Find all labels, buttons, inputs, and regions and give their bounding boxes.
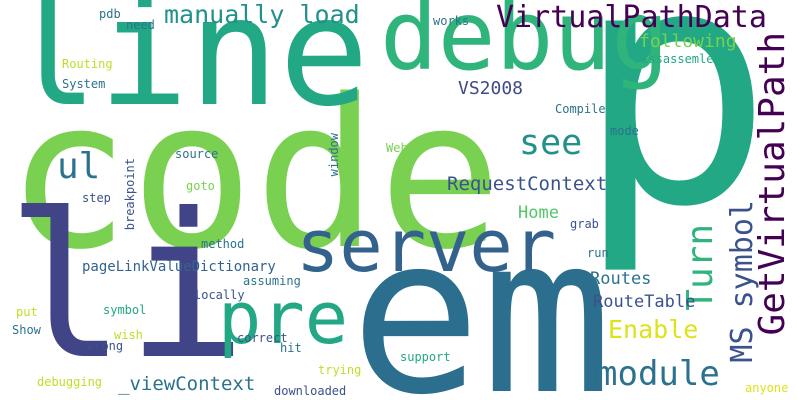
word-_viewContext: _viewContext — [118, 373, 256, 395]
word-Compile: Compile — [555, 102, 606, 116]
word-Routing: Routing — [62, 57, 113, 71]
word-RequestContext: RequestContext — [447, 173, 608, 195]
word-step: step — [82, 191, 111, 205]
word-correct: correct — [237, 331, 288, 345]
word-wish: wish — [114, 328, 143, 342]
word-server: server — [296, 204, 557, 288]
word-see: see — [519, 123, 583, 163]
word-breakpoint: breakpoint — [123, 158, 137, 231]
word-Enable: Enable — [608, 315, 699, 344]
word-works: works — [433, 14, 470, 28]
word-ul: ul — [57, 146, 101, 187]
word-System: System — [62, 77, 106, 91]
word-downloaded: downloaded — [274, 384, 347, 398]
word-pageLinkValueDictionary: pageLinkValueDictionary — [82, 259, 276, 275]
word-pre: pre — [218, 276, 349, 360]
word-GetVirtualPath: GetVirtualPath — [752, 32, 793, 336]
word-module: module — [597, 354, 720, 394]
word-em: em — [350, 190, 613, 400]
word-debug: debug — [380, 0, 669, 92]
word-manually-load: manually load — [164, 0, 360, 29]
word-Routes: Routes — [590, 269, 652, 289]
word-Show: Show — [12, 323, 41, 337]
word-line: line — [8, 0, 370, 140]
word-Dissassemler: Dissassemler — [634, 52, 721, 66]
word-goto: goto — [186, 179, 215, 193]
word-put: put — [16, 305, 38, 319]
word-wrong: wrong — [87, 339, 124, 353]
word-VirtualPathData: VirtualPathData — [496, 0, 767, 35]
word-anyone: anyone — [745, 381, 789, 395]
word-method: method — [201, 237, 245, 251]
word-VS2008: VS2008 — [458, 78, 524, 99]
word-source: source — [175, 147, 219, 161]
word-RouteTable: RouteTable — [593, 292, 696, 312]
word-MS-symbol: MS symbol — [725, 200, 760, 363]
word-debugging: debugging — [37, 375, 103, 389]
word-support: support — [400, 350, 451, 364]
word-need: need — [126, 18, 155, 32]
word-code: code — [6, 55, 503, 295]
word-window: window — [327, 133, 341, 177]
word-pdb: pdb — [99, 7, 121, 21]
word-locally: locally — [194, 288, 245, 302]
word-grab: grab — [570, 217, 599, 231]
word-hit: hit — [280, 341, 302, 355]
word-assuming: assuming — [243, 274, 301, 288]
word-trying: trying — [318, 363, 362, 377]
word-Web: Web — [386, 141, 408, 155]
word-li: li — [6, 171, 247, 400]
word-p: p — [575, 0, 774, 279]
word-mode: mode — [610, 124, 639, 138]
word-symbol: symbol — [103, 303, 147, 317]
word-Home: Home — [518, 203, 559, 223]
word-following: following — [639, 31, 737, 52]
word-run: run — [587, 246, 609, 260]
